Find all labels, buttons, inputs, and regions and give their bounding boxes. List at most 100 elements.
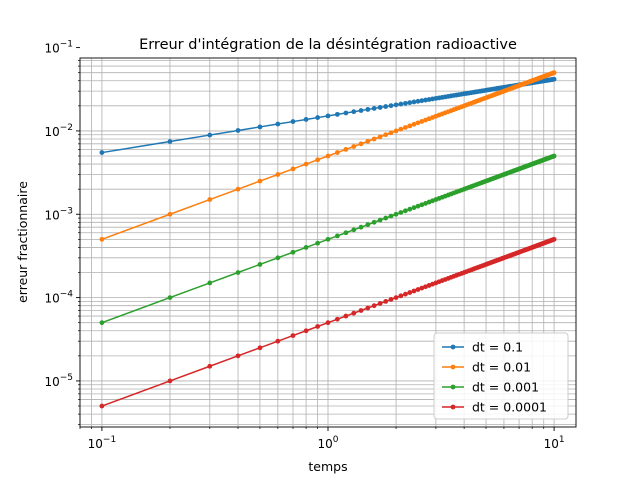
data-point bbox=[167, 378, 173, 384]
x-tick-base: 10 bbox=[544, 437, 559, 451]
legend-item: dt = 0.1 bbox=[442, 340, 523, 355]
legend-marker bbox=[450, 404, 456, 410]
data-point bbox=[334, 316, 340, 322]
y-tick-label: 10−3 bbox=[44, 206, 73, 222]
data-point bbox=[377, 134, 383, 140]
data-point bbox=[235, 128, 241, 133]
x-axis-label: temps bbox=[308, 459, 347, 474]
data-point bbox=[303, 328, 309, 334]
data-point bbox=[403, 208, 408, 214]
data-point bbox=[398, 293, 404, 299]
y-axis-label: erreur fractionnaire bbox=[15, 181, 30, 303]
data-point bbox=[315, 115, 321, 120]
data-point bbox=[415, 120, 421, 126]
data-point bbox=[235, 186, 241, 192]
y-tick-base: 10 bbox=[44, 208, 59, 222]
data-point bbox=[303, 117, 309, 122]
data-point bbox=[315, 240, 321, 246]
legend-item: dt = 0.0001 bbox=[442, 400, 547, 415]
data-point bbox=[167, 139, 173, 144]
data-point bbox=[388, 297, 394, 302]
data-point bbox=[235, 270, 241, 275]
data-point bbox=[403, 291, 408, 297]
y-tick-base: 10 bbox=[44, 125, 59, 139]
data-point bbox=[403, 100, 408, 106]
data-point bbox=[235, 353, 241, 359]
legend-item: dt = 0.01 bbox=[442, 360, 531, 375]
y-tick-label: 10−2 bbox=[44, 123, 73, 139]
y-tick-exponent: −3 bbox=[60, 206, 73, 216]
x-tick-exponent: 1 bbox=[559, 435, 565, 445]
x-tick-label: 101 bbox=[544, 435, 565, 451]
series-4 bbox=[99, 236, 557, 409]
data-point bbox=[343, 110, 349, 116]
data-point bbox=[334, 233, 340, 239]
data-point bbox=[207, 197, 213, 202]
legend-box bbox=[433, 332, 569, 420]
x-tick-label: 100 bbox=[317, 435, 338, 451]
data-point bbox=[325, 236, 331, 242]
data-point bbox=[315, 324, 321, 329]
data-point bbox=[290, 333, 296, 338]
data-point bbox=[411, 99, 417, 105]
data-point bbox=[167, 295, 173, 300]
data-point bbox=[365, 138, 371, 144]
data-point bbox=[388, 213, 394, 219]
data-point bbox=[343, 147, 349, 152]
data-point bbox=[398, 126, 404, 132]
x-tick-base: 10 bbox=[317, 437, 332, 451]
data-point bbox=[415, 98, 421, 104]
legend-label: dt = 0.001 bbox=[472, 380, 539, 395]
x-tick-exponent: −1 bbox=[103, 435, 116, 445]
y-tick-exponent: −1 bbox=[60, 40, 73, 50]
data-point bbox=[415, 287, 421, 292]
y-tick-label: 10−1 bbox=[44, 40, 73, 56]
data-point bbox=[383, 132, 389, 138]
data-point bbox=[275, 338, 281, 344]
y-tick-label: 10−4 bbox=[44, 290, 73, 306]
data-point bbox=[551, 236, 557, 242]
y-tick-exponent: −2 bbox=[60, 123, 73, 133]
data-point bbox=[257, 262, 263, 267]
data-point bbox=[325, 113, 331, 119]
data-point bbox=[167, 211, 173, 217]
data-point bbox=[275, 172, 281, 177]
data-point bbox=[275, 121, 281, 127]
x-tick-base: 10 bbox=[88, 437, 103, 451]
data-point bbox=[207, 132, 213, 138]
legend-label: dt = 0.1 bbox=[472, 340, 523, 355]
data-point bbox=[371, 136, 377, 142]
data-point bbox=[351, 109, 357, 115]
data-point bbox=[257, 124, 263, 130]
data-point bbox=[393, 211, 399, 217]
data-point bbox=[383, 299, 389, 304]
data-point bbox=[377, 301, 383, 306]
data-point bbox=[303, 161, 309, 167]
data-point bbox=[393, 102, 399, 108]
data-point bbox=[99, 403, 105, 409]
data-point bbox=[423, 97, 428, 103]
data-point bbox=[419, 285, 425, 291]
data-point bbox=[99, 236, 105, 242]
series-layer bbox=[99, 70, 557, 409]
y-tick-label: 10−5 bbox=[44, 373, 73, 389]
data-point bbox=[365, 107, 371, 112]
data-point bbox=[371, 303, 377, 309]
data-point bbox=[551, 76, 557, 82]
data-point bbox=[290, 166, 296, 172]
data-point bbox=[365, 305, 371, 311]
data-point bbox=[303, 245, 309, 250]
legend-marker bbox=[450, 384, 456, 390]
data-point bbox=[99, 150, 105, 155]
data-point bbox=[407, 290, 413, 295]
data-point bbox=[371, 106, 377, 111]
data-point bbox=[407, 206, 413, 212]
data-point bbox=[415, 203, 421, 209]
data-point bbox=[257, 178, 263, 184]
legend-label: dt = 0.01 bbox=[472, 360, 531, 375]
data-point bbox=[383, 104, 389, 109]
data-point bbox=[99, 320, 105, 326]
legend-item: dt = 0.001 bbox=[442, 380, 539, 395]
data-point bbox=[351, 310, 357, 316]
